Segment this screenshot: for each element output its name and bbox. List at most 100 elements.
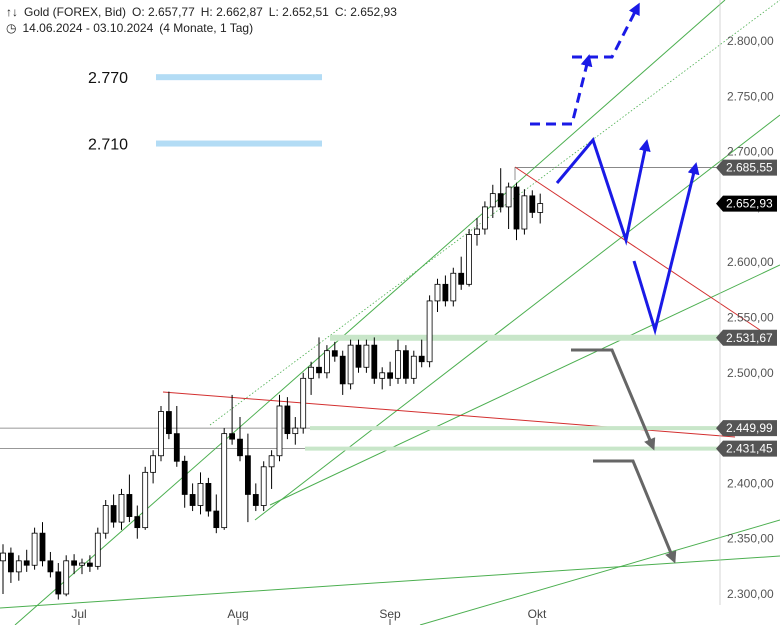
candle-body bbox=[316, 366, 322, 374]
candle-body bbox=[229, 433, 236, 440]
candle-body bbox=[402, 350, 409, 379]
candle bbox=[513, 182, 520, 241]
candle-body bbox=[221, 433, 228, 529]
candle bbox=[181, 455, 188, 508]
candles bbox=[0, 168, 544, 600]
candle-body bbox=[126, 494, 133, 517]
price-badge: 2.531,67 bbox=[716, 329, 777, 346]
channel-dotted-line bbox=[209, 0, 780, 426]
candle bbox=[260, 461, 267, 512]
candle bbox=[94, 527, 101, 570]
candle-body bbox=[102, 505, 109, 534]
candle-body bbox=[308, 366, 315, 379]
price-badge-label: 2.431,45 bbox=[726, 442, 773, 456]
candle bbox=[173, 405, 180, 467]
candle bbox=[450, 267, 457, 307]
candle bbox=[371, 337, 378, 384]
candle bbox=[521, 189, 528, 235]
candle-body bbox=[63, 560, 70, 595]
candle-body bbox=[537, 203, 544, 213]
candle-body bbox=[481, 206, 488, 230]
candle bbox=[205, 477, 212, 517]
candle bbox=[474, 217, 480, 246]
candle bbox=[379, 367, 386, 390]
candle-body bbox=[418, 355, 425, 363]
downtrend-line bbox=[514, 166, 761, 331]
chart-header-period: ◷ 14.06.2024 - 03.10.2024 (4 Monate, 1 Tag… bbox=[6, 21, 259, 35]
bearish-scenario-arrow bbox=[593, 459, 677, 564]
candle-body bbox=[55, 571, 62, 595]
candle-body bbox=[434, 283, 441, 302]
candle bbox=[134, 505, 141, 539]
candle-body bbox=[142, 471, 149, 529]
target-band bbox=[156, 74, 322, 81]
price-badge: 2.685,55 bbox=[716, 159, 777, 176]
support-band bbox=[330, 334, 720, 341]
grid bbox=[0, 167, 720, 450]
price-badge-label: 2.531,67 bbox=[726, 331, 773, 345]
candle bbox=[102, 499, 109, 539]
y-tick-label: 2.750,00 bbox=[727, 89, 774, 103]
candle-body bbox=[323, 350, 330, 374]
price-badge-bg bbox=[716, 195, 777, 212]
candle bbox=[300, 372, 307, 434]
uptrend-line bbox=[0, 555, 780, 609]
price-badge-label: 2.685,55 bbox=[726, 161, 773, 175]
price-badge: 2.431,45 bbox=[716, 440, 777, 457]
candle bbox=[402, 345, 409, 384]
candle bbox=[434, 278, 441, 312]
clock-icon: ◷ bbox=[6, 21, 17, 35]
target-band bbox=[156, 140, 322, 147]
candle-body bbox=[276, 405, 283, 457]
candle bbox=[31, 527, 38, 570]
candle-body bbox=[450, 272, 457, 302]
candle bbox=[387, 361, 394, 387]
candle-body bbox=[197, 482, 204, 506]
candle-chart-icon: ↑↓ bbox=[6, 5, 18, 19]
candle-body bbox=[331, 350, 338, 357]
target-level-label: 2.710 bbox=[88, 137, 128, 154]
candle-body bbox=[529, 195, 536, 213]
candle-body bbox=[205, 482, 212, 512]
candle bbox=[229, 394, 236, 445]
candle bbox=[158, 405, 164, 462]
candle-body bbox=[284, 405, 291, 435]
candle-body bbox=[426, 300, 433, 363]
date-range: 14.06.2024 - 03.10.2024 bbox=[22, 21, 154, 35]
x-tick-label: Jul bbox=[71, 607, 86, 621]
candle bbox=[395, 339, 401, 384]
uptrend-line bbox=[254, 114, 780, 521]
candle bbox=[87, 555, 93, 572]
candle bbox=[221, 428, 228, 530]
candle-body bbox=[173, 433, 180, 462]
candle bbox=[308, 361, 315, 395]
downtrend-line bbox=[162, 391, 736, 438]
candle bbox=[323, 345, 330, 379]
candle-body bbox=[339, 355, 346, 385]
candle-body bbox=[79, 562, 85, 566]
candle-body bbox=[158, 411, 164, 457]
y-tick-label: 2.500,00 bbox=[727, 366, 774, 380]
candle bbox=[481, 201, 488, 235]
candle bbox=[466, 229, 473, 287]
target-bands: 2.770 2.710 bbox=[88, 70, 720, 451]
candle-body bbox=[466, 234, 473, 285]
bearish-scenario-arrow bbox=[571, 348, 656, 451]
candle-body bbox=[268, 455, 275, 468]
candle bbox=[79, 558, 85, 575]
candle-body bbox=[87, 562, 93, 567]
candle-body bbox=[489, 193, 496, 208]
y-tick-label: 2.550,00 bbox=[727, 311, 774, 325]
scenario-arrow bbox=[632, 162, 700, 336]
y-axis: 2.300,002.350,002.400,002.450,002.500,00… bbox=[719, 0, 774, 605]
candle bbox=[458, 256, 465, 290]
candle bbox=[537, 193, 544, 224]
price-badge-bg bbox=[716, 159, 777, 176]
candle bbox=[442, 275, 449, 307]
candle bbox=[7, 547, 14, 583]
candle bbox=[489, 184, 496, 218]
price-badge-bg bbox=[716, 420, 777, 437]
open-value: O: 2.657,77 bbox=[132, 5, 195, 19]
candle bbox=[142, 466, 149, 530]
